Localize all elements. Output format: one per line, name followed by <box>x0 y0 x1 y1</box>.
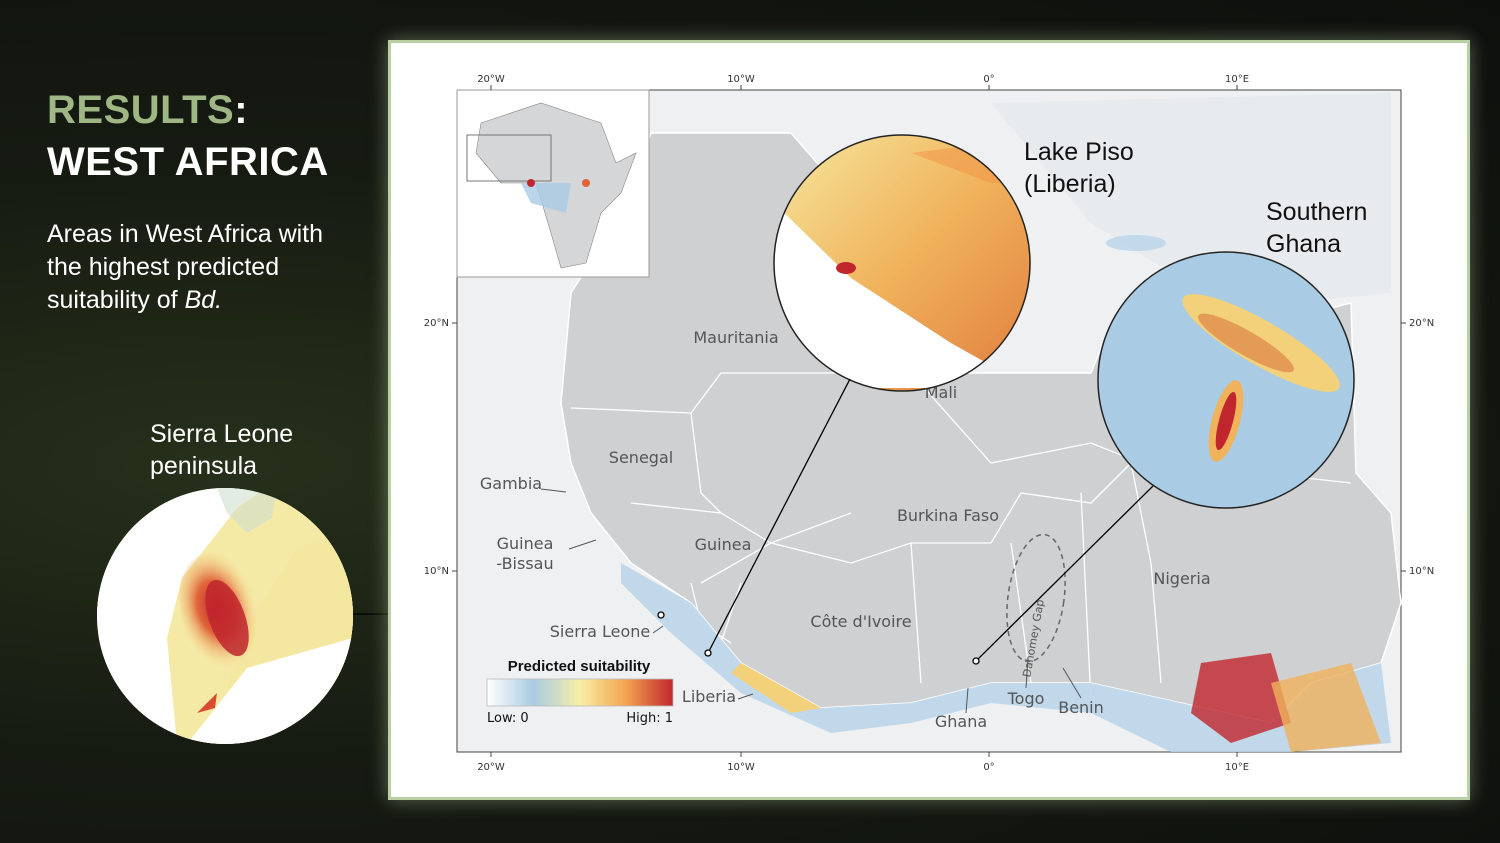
label-guinea-bissau-1: Guinea <box>497 534 554 553</box>
axis-left-0: 20°N <box>424 318 449 329</box>
legend-color-bar <box>486 678 674 707</box>
label-liberia: Liberia <box>682 687 736 706</box>
description-text: Areas in West Africa with the highest pr… <box>47 220 324 314</box>
inset-extent-box <box>466 134 552 182</box>
label-gambia: Gambia <box>480 474 542 493</box>
label-guinea: Guinea <box>695 535 752 554</box>
southern-ghana-marker <box>972 657 980 665</box>
sierra-leone-marker <box>657 611 665 619</box>
map-panel: 20°W 10°W 0° 10°E 20°W 10°W 0° 10°E 20°N… <box>388 40 1470 800</box>
legend-low: Low: 0 <box>487 711 529 726</box>
label-mauritania: Mauritania <box>693 328 778 347</box>
axis-top-3: 10°E <box>1225 74 1249 85</box>
label-benin: Benin <box>1058 698 1104 717</box>
description-species: Bd. <box>184 286 223 314</box>
label-ghana: Ghana <box>935 712 987 731</box>
axis-bottom-2: 0° <box>983 762 994 773</box>
sierra-leone-label-line2: peninsula <box>150 452 258 480</box>
callout-lake-piso-1: Lake Piso <box>1024 138 1134 166</box>
axis-top-1: 10°W <box>727 74 755 85</box>
lake-piso-marker <box>704 649 712 657</box>
title-accent: RESULTS <box>47 88 235 132</box>
title-colon: : <box>234 88 249 132</box>
label-senegal: Senegal <box>609 448 673 467</box>
axis-top-2: 0° <box>983 74 994 85</box>
southern-ghana-zoom-circle <box>1097 251 1355 509</box>
sierra-leone-zoom-circle <box>97 488 353 744</box>
axis-right-0: 20°N <box>1409 318 1434 329</box>
axis-bottom-0: 20°W <box>477 762 505 773</box>
sierra-leone-zoom-map <box>97 488 353 744</box>
sierra-leone-callout-label: Sierra Leone peninsula <box>150 418 293 482</box>
legend-title: Predicted suitability <box>508 658 651 675</box>
axis-bottom-1: 10°W <box>727 762 755 773</box>
label-guinea-bissau-2: -Bissau <box>496 554 553 573</box>
label-nigeria: Nigeria <box>1153 569 1210 588</box>
slide-description: Areas in West Africa with the highest pr… <box>47 218 347 317</box>
west-africa-map: 20°W 10°W 0° 10°E 20°W 10°W 0° 10°E 20°N… <box>424 74 1434 773</box>
label-sierra-leone: Sierra Leone <box>550 622 650 641</box>
lake-piso-zoom-circle <box>773 134 1031 392</box>
label-burkina-faso: Burkina Faso <box>897 506 999 525</box>
sierra-leone-label-line1: Sierra Leone <box>150 420 294 448</box>
title-main: WEST AFRICA <box>47 140 329 184</box>
label-cote-divoire: Côte d'Ivoire <box>810 612 911 631</box>
axis-left-1: 10°N <box>424 566 449 577</box>
label-leader-lines <box>540 488 1082 714</box>
legend-high: High: 1 <box>626 711 673 726</box>
dahomey-gap-outline <box>1006 533 1066 663</box>
suitability-legend: Predicted suitability Low: 0 High: 1 <box>486 658 674 726</box>
axis-right-1: 10°N <box>1409 566 1434 577</box>
slide-title: RESULTS: WEST AFRICA <box>47 84 329 188</box>
callout-southern-ghana-1: Southern <box>1266 198 1367 226</box>
axis-ticks <box>452 85 1406 757</box>
axis-bottom-3: 10°E <box>1225 762 1249 773</box>
callout-lake-piso-2: (Liberia) <box>1024 170 1116 198</box>
callout-southern-ghana-2: Ghana <box>1266 230 1341 258</box>
axis-top-0: 20°W <box>477 74 505 85</box>
callout-lines <box>707 378 1154 662</box>
label-togo: Togo <box>1007 689 1045 708</box>
